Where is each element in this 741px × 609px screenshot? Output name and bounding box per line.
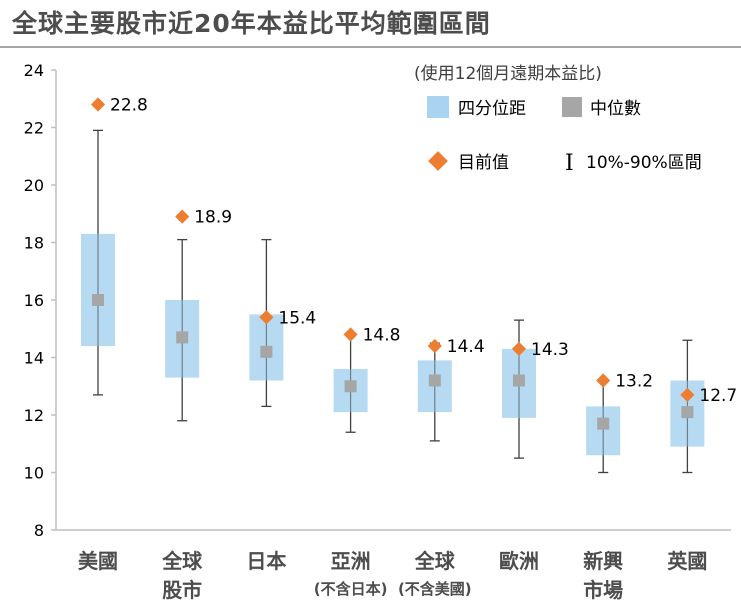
current-value-label: 14.4	[447, 337, 485, 357]
y-tick-label: 10	[24, 464, 44, 483]
legend-current-marker	[428, 151, 448, 171]
box-group: 22.8	[81, 96, 148, 396]
current-value-marker	[680, 387, 695, 402]
current-value-marker	[511, 341, 527, 356]
box-group: 14.4	[417, 337, 485, 442]
category-label: 英國	[667, 549, 707, 573]
category-label: 全球	[161, 549, 203, 573]
box-group: 14.3	[502, 319, 569, 459]
box-group: 12.7	[670, 339, 737, 474]
category-label: 全球	[414, 549, 456, 573]
box-series: 22.8 18.9 15.4 14.8 14.4 14.3 13.2 12.7	[81, 96, 737, 474]
current-value-marker	[596, 373, 611, 388]
current-value-label: 18.9	[194, 208, 232, 228]
median-marker	[597, 417, 610, 430]
legend: (使用12個月遠期本益比) 四分位距 中位數 目前值 I 10%-90%區間	[414, 63, 702, 176]
current-value-label: 14.3	[531, 340, 569, 360]
y-tick-label: 8	[34, 521, 44, 540]
legend-range-symbol: I	[565, 151, 574, 176]
median-marker	[681, 406, 694, 419]
chart-subtitle: (使用12個月遠期本益比)	[414, 63, 602, 84]
current-value-marker	[343, 327, 358, 342]
category-sublabel: (不含日本)	[314, 580, 388, 598]
legend-range-label: 10%-90%區間	[586, 153, 702, 173]
median-marker	[344, 380, 357, 393]
y-tick-label: 18	[24, 234, 44, 253]
category-label: 歐洲	[499, 549, 539, 573]
y-tick-label: 20	[24, 176, 44, 195]
current-value-marker	[259, 310, 274, 325]
current-value-label: 12.7	[699, 386, 737, 406]
legend-current-label: 目前值	[458, 153, 509, 173]
current-value-label: 14.8	[363, 326, 401, 346]
box-group: 18.9	[165, 208, 232, 422]
category-sublabel: 股市	[162, 578, 202, 602]
current-value-label: 22.8	[110, 96, 148, 116]
category-sublabel: (不含美國)	[398, 580, 472, 598]
y-axis-ticks: 8 10 12 14 16 18 20 22 24	[24, 61, 56, 540]
y-tick-label: 12	[24, 406, 44, 425]
y-tick-label: 22	[24, 119, 44, 138]
median-marker	[176, 331, 189, 344]
median-marker	[513, 374, 525, 387]
box-group: 15.4	[249, 238, 316, 408]
title-divider	[0, 46, 741, 48]
current-value-marker	[90, 97, 106, 112]
category-label: 日本	[246, 549, 286, 573]
current-value-marker	[175, 209, 190, 224]
page-title: 全球主要股市近20年本益比平均範圍區間	[12, 9, 491, 38]
median-marker	[428, 374, 441, 387]
category-label: 新興	[583, 549, 623, 573]
current-value-label: 15.4	[278, 308, 316, 328]
y-tick-label: 16	[24, 291, 44, 310]
current-value-label: 13.2	[615, 372, 653, 392]
legend-median-label: 中位數	[590, 99, 641, 119]
box-group: 14.8	[333, 326, 401, 433]
median-marker	[92, 294, 104, 306]
legend-iqr-swatch	[427, 96, 449, 118]
current-value-marker	[427, 338, 442, 354]
category-label: 美國	[78, 549, 118, 573]
legend-iqr-label: 四分位距	[458, 99, 526, 119]
category-label: 亞洲	[331, 549, 371, 573]
legend-median-swatch	[562, 97, 582, 117]
category-sublabel: 市場	[583, 578, 623, 602]
box-group: 13.2	[586, 372, 653, 474]
y-tick-label: 14	[24, 349, 44, 368]
median-marker	[260, 345, 273, 358]
y-tick-label: 24	[24, 61, 44, 80]
